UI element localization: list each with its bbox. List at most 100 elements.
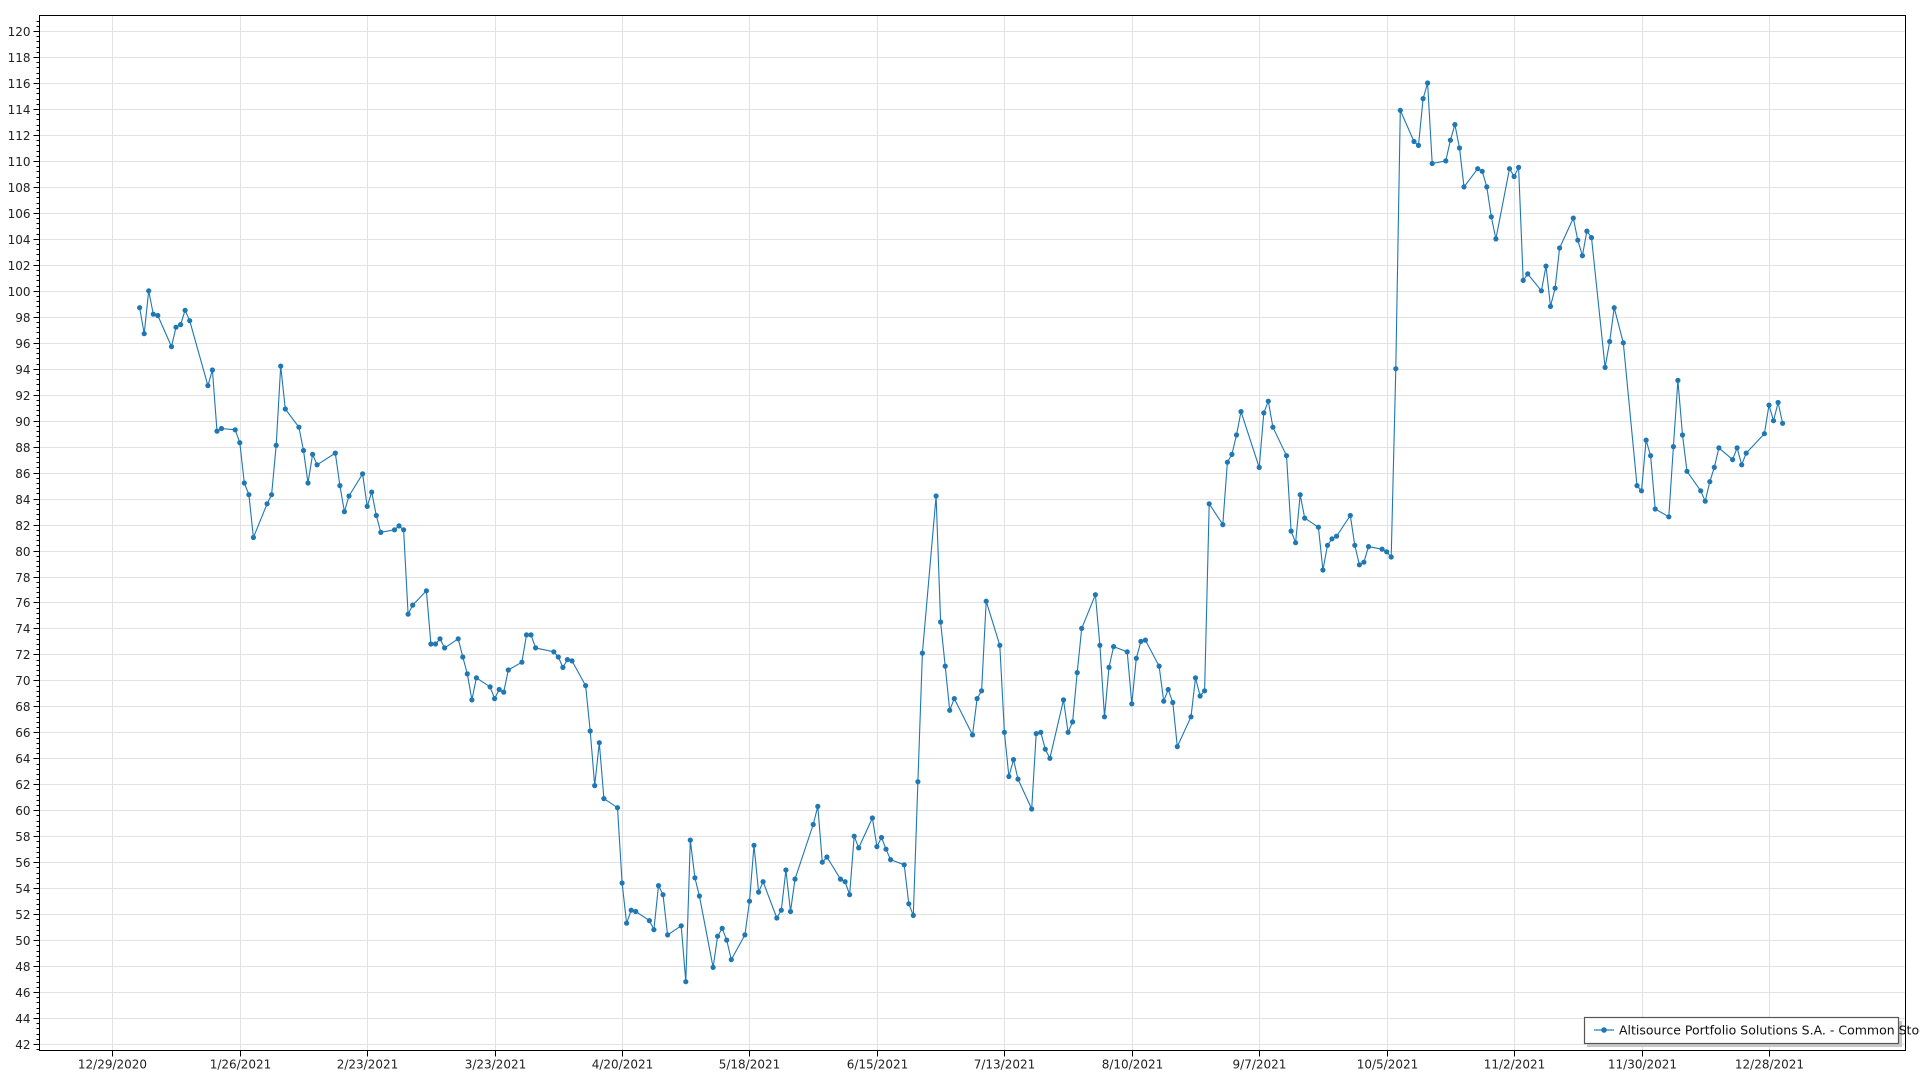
- legend[interactable]: Altisource Portfolio Solutions S.A. - Co…: [1583, 1016, 1920, 1048]
- data-point: [1042, 746, 1048, 752]
- data-point: [1065, 729, 1071, 735]
- data-point: [1634, 483, 1640, 489]
- data-point: [182, 307, 188, 313]
- data-point: [1256, 464, 1262, 470]
- data-point: [487, 684, 493, 690]
- data-point: [1611, 305, 1617, 311]
- data-point: [1111, 644, 1117, 650]
- data-point: [178, 322, 184, 328]
- y-tick-label: 102: [8, 259, 31, 273]
- y-tick-label: 46: [15, 986, 30, 1000]
- data-point: [1488, 214, 1494, 220]
- data-point: [687, 837, 693, 843]
- data-point: [778, 907, 784, 913]
- y-tick-label: 94: [15, 363, 30, 377]
- data-point: [1142, 637, 1148, 643]
- y-tick-label: 98: [15, 311, 30, 325]
- x-tick-label: 2/23/2021: [337, 1058, 399, 1072]
- data-point: [1060, 697, 1067, 703]
- data-point: [1074, 670, 1080, 676]
- data-point: [728, 957, 734, 963]
- data-point: [332, 450, 338, 456]
- legend-label: Altisource Portfolio Solutions S.A. - Co…: [1619, 1023, 1920, 1038]
- x-tick-label: 7/13/2021: [974, 1058, 1036, 1072]
- data-point: [1702, 498, 1708, 504]
- data-point: [1766, 402, 1772, 408]
- data-point: [391, 527, 398, 533]
- data-point: [660, 892, 666, 898]
- data-point: [1038, 729, 1044, 735]
- data-point: [951, 696, 957, 702]
- data-point: [1584, 228, 1590, 234]
- data-point: [1265, 398, 1271, 404]
- data-point: [628, 907, 634, 913]
- data-point: [655, 883, 662, 889]
- data-point: [1397, 107, 1403, 113]
- data-point: [910, 912, 916, 919]
- data-point: [601, 796, 607, 802]
- data-point: [1557, 245, 1563, 251]
- data-point: [1233, 432, 1240, 438]
- data-point: [1161, 698, 1167, 704]
- data-point: [696, 893, 703, 899]
- y-tick-label: 48: [15, 960, 30, 974]
- data-point: [824, 854, 830, 860]
- data-point: [1543, 263, 1549, 269]
- data-point: [1388, 554, 1394, 560]
- data-point: [1452, 122, 1458, 128]
- x-tick-label: 12/28/2021: [1735, 1058, 1804, 1072]
- y-tick-label: 64: [15, 752, 30, 766]
- data-point: [378, 529, 384, 536]
- legend-marker-swatch: [1601, 1027, 1607, 1033]
- data-point: [300, 447, 307, 454]
- data-point: [464, 671, 470, 677]
- data-point: [810, 821, 816, 828]
- data-point: [1734, 445, 1740, 451]
- data-point: [1447, 137, 1453, 143]
- data-point: [1493, 236, 1499, 242]
- data-point: [1698, 488, 1704, 494]
- data-point: [501, 689, 507, 695]
- data-point: [282, 406, 288, 412]
- data-point: [646, 918, 653, 924]
- data-point: [410, 602, 416, 608]
- y-tick-label: 114: [8, 103, 31, 117]
- data-point: [237, 440, 243, 446]
- data-point: [847, 892, 853, 898]
- data-point: [141, 331, 147, 337]
- data-point: [455, 636, 461, 642]
- data-point: [842, 879, 848, 885]
- data-point: [555, 654, 561, 660]
- data-point: [551, 649, 557, 655]
- data-point: [1010, 757, 1017, 763]
- y-tick-label: 120: [8, 25, 31, 39]
- data-point: [1420, 96, 1426, 102]
- data-point: [428, 641, 434, 647]
- x-tick-label: 8/10/2021: [1102, 1058, 1164, 1072]
- data-point: [492, 696, 498, 702]
- data-point: [1070, 719, 1076, 725]
- data-point: [1174, 744, 1180, 750]
- y-tick-label: 118: [8, 51, 31, 65]
- data-point: [938, 619, 944, 625]
- x-tick-label: 11/30/2021: [1608, 1058, 1677, 1072]
- y-tick-label: 104: [8, 233, 31, 247]
- data-point: [341, 509, 347, 515]
- data-point: [1506, 166, 1513, 172]
- data-point: [1097, 642, 1103, 648]
- data-point: [1393, 366, 1399, 372]
- data-point: [1365, 544, 1372, 550]
- data-point: [1620, 340, 1626, 346]
- data-point: [883, 846, 889, 852]
- data-point: [869, 815, 876, 821]
- data-point: [1411, 138, 1417, 145]
- data-point: [1001, 729, 1008, 735]
- data-point: [596, 740, 602, 746]
- data-point: [624, 920, 630, 926]
- data-point: [460, 654, 466, 660]
- data-point: [1475, 166, 1481, 172]
- y-tick-label: 84: [15, 493, 30, 507]
- y-tick-label: 42: [15, 1038, 30, 1052]
- data-series: [137, 80, 1786, 985]
- data-point: [1643, 437, 1649, 443]
